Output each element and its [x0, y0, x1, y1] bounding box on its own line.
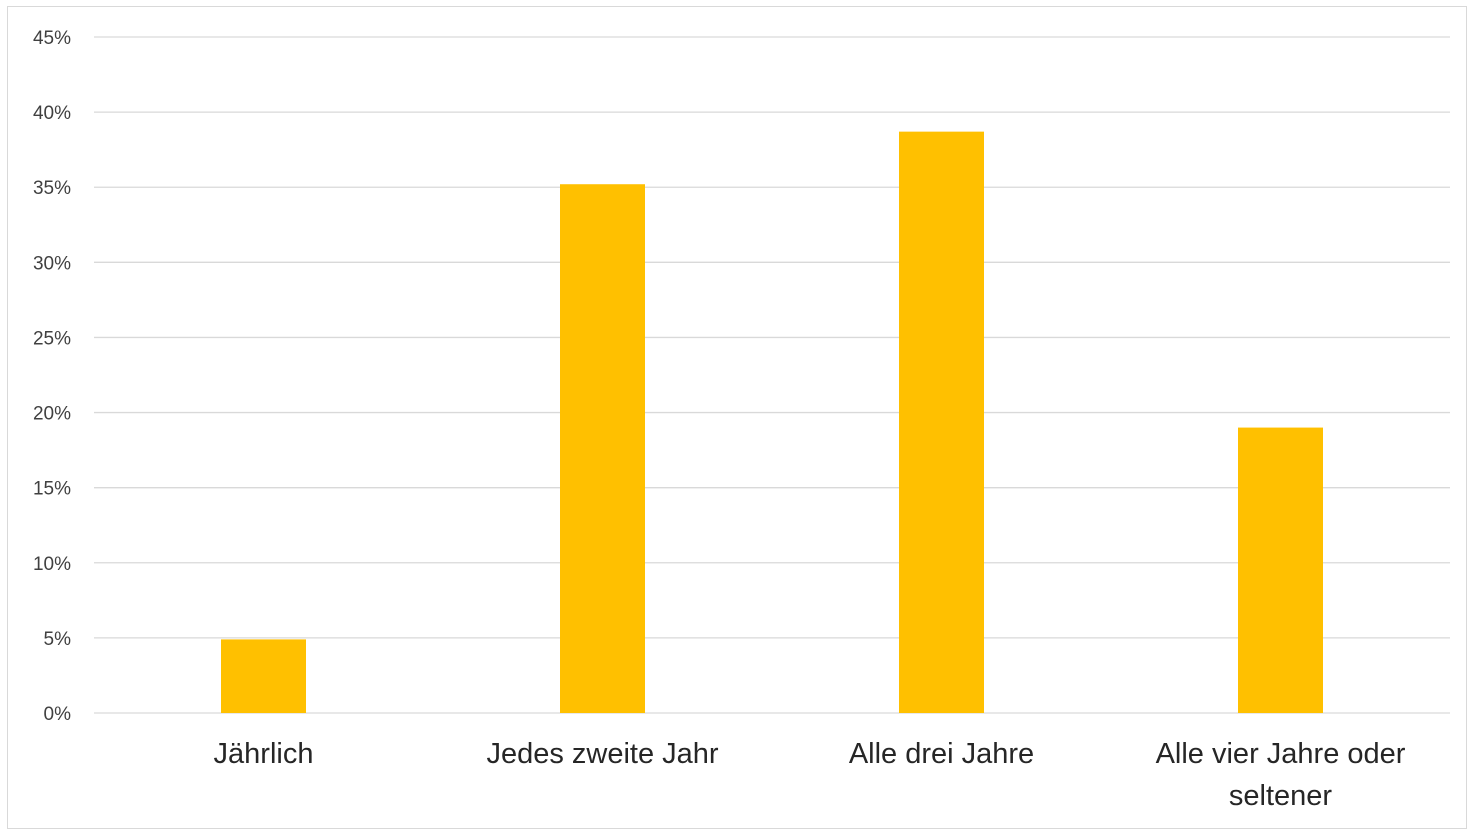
- y-tick-label: 10%: [33, 554, 71, 575]
- y-tick-label: 40%: [33, 103, 71, 124]
- x-axis-labels: Jährlich Jedes zweite Jahr Alle drei Jahre…: [214, 738, 1406, 812]
- y-tick-label: 0%: [44, 704, 72, 725]
- bars: [221, 131, 1323, 713]
- y-tick-label: 5%: [44, 629, 72, 650]
- bar: [221, 639, 306, 713]
- y-tick-label: 15%: [33, 479, 71, 500]
- x-tick-label: Alle drei Jahre: [849, 738, 1034, 770]
- y-tick-label: 35%: [33, 178, 71, 199]
- x-tick-label-line: Alle vier Jahre oder: [1156, 738, 1406, 770]
- gridlines: [94, 36, 1450, 714]
- y-tick-label: 30%: [33, 253, 71, 274]
- x-tick-label-line: Alle drei Jahre: [849, 738, 1034, 770]
- bar: [899, 131, 984, 713]
- y-tick-label: 20%: [33, 404, 71, 425]
- bar: [560, 184, 645, 713]
- x-tick-label-line: Jährlich: [214, 738, 314, 770]
- x-tick-label-line: seltener: [1229, 780, 1333, 812]
- x-tick-label: Jedes zweite Jahr: [486, 738, 718, 770]
- y-tick-label: 45%: [33, 28, 71, 49]
- x-tick-label: Jährlich: [214, 738, 314, 770]
- x-tick-label-line: Jedes zweite Jahr: [486, 738, 718, 770]
- y-axis-ticks: 0% 5% 10% 15% 20% 25% 30% 35% 40% 45%: [33, 28, 71, 725]
- bar: [1238, 427, 1323, 713]
- y-tick-label: 25%: [33, 328, 71, 349]
- x-tick-label: Alle vier Jahre oder seltener: [1156, 738, 1406, 812]
